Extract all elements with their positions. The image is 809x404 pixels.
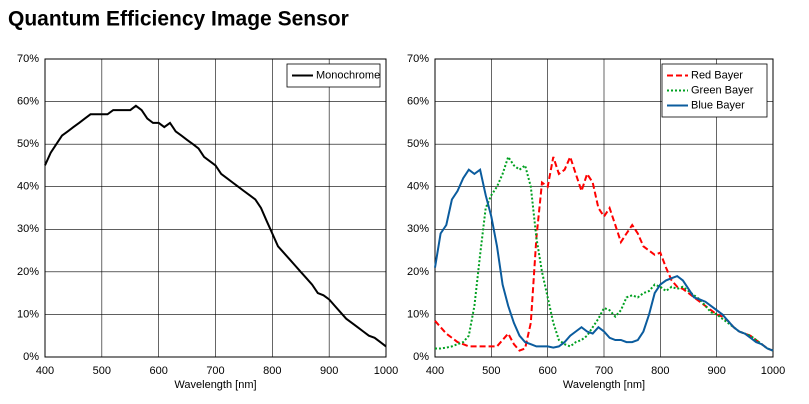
x-tick-label: 500 xyxy=(93,365,111,377)
y-tick-label: 40% xyxy=(17,181,39,193)
x-tick-label: 800 xyxy=(651,365,669,377)
series-line xyxy=(435,154,774,352)
y-tick-label: 0% xyxy=(413,351,429,363)
x-tick-label: 800 xyxy=(263,365,281,377)
y-tick-label: 70% xyxy=(407,53,429,65)
y-tick-label: 70% xyxy=(17,53,39,65)
y-tick-label: 60% xyxy=(17,95,39,107)
series-line xyxy=(44,104,387,348)
x-tick-label: 500 xyxy=(482,365,500,377)
plot-frame xyxy=(434,58,774,358)
y-tick-label: 40% xyxy=(407,181,429,193)
y-tick-label: 30% xyxy=(407,223,429,235)
legend-label: Monochrome xyxy=(316,69,380,81)
y-tick-label: 10% xyxy=(17,308,39,320)
x-tick-label: 400 xyxy=(36,365,54,377)
x-tick-label: 700 xyxy=(206,365,224,377)
x-axis-label: Wavelength [nm] xyxy=(563,379,645,391)
y-tick-label: 10% xyxy=(407,308,429,320)
y-tick-label: 50% xyxy=(407,138,429,150)
y-tick-label: 60% xyxy=(407,95,429,107)
y-tick-label: 30% xyxy=(17,223,39,235)
y-tick-label: 20% xyxy=(407,266,429,278)
legend-label: Green Bayer xyxy=(691,84,754,96)
x-axis-label: Wavelength [nm] xyxy=(174,379,256,391)
x-tick-label: 900 xyxy=(320,365,338,377)
y-tick-label: 50% xyxy=(17,138,39,150)
legend-label: Red Bayer xyxy=(691,69,743,81)
x-tick-label: 900 xyxy=(707,365,725,377)
x-tick-label: 600 xyxy=(538,365,556,377)
y-tick-label: 20% xyxy=(17,266,39,278)
legend-box xyxy=(286,63,381,88)
x-tick-label: 600 xyxy=(149,365,167,377)
x-tick-label: 400 xyxy=(426,365,444,377)
series-line xyxy=(434,154,774,352)
series-line xyxy=(434,167,774,352)
x-tick-label: 700 xyxy=(595,365,613,377)
x-tick-label: 1000 xyxy=(761,365,785,377)
x-tick-label: 1000 xyxy=(374,365,398,377)
page-title: Quantum Efficiency Image Sensor xyxy=(8,8,349,31)
plot-frame xyxy=(44,58,387,358)
legend-label: Blue Bayer xyxy=(691,99,745,111)
y-tick-label: 0% xyxy=(23,351,39,363)
